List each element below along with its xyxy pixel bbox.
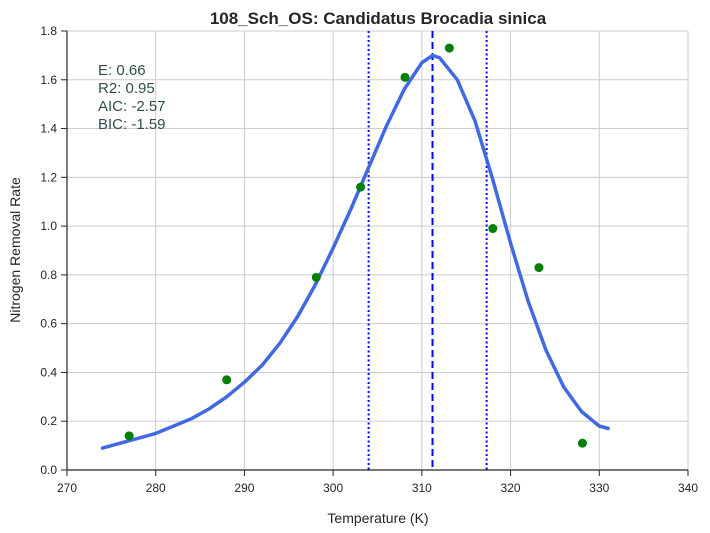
y-tick-labels: 0.0 0.2 0.4 0.6 0.8 1.0 1.2 1.4 1.6 1.8 bbox=[40, 24, 57, 477]
stat-aic: AIC: -2.57 bbox=[98, 98, 166, 115]
y-tick-label-2: 0.4 bbox=[40, 365, 57, 379]
x-tick-label-7: 340 bbox=[678, 481, 698, 495]
fit-curve bbox=[100, 53, 610, 450]
y-tick-label-7: 1.4 bbox=[40, 122, 57, 136]
data-point-7 bbox=[534, 263, 544, 273]
y-tick-label-6: 1.2 bbox=[40, 170, 57, 184]
x-axis-label: Temperature (K) bbox=[327, 510, 428, 526]
data-point-0 bbox=[124, 431, 134, 441]
data-point-5 bbox=[444, 43, 454, 53]
data-point-3 bbox=[356, 182, 366, 192]
stat-e: E: 0.66 bbox=[98, 62, 146, 79]
y-tick-label-1: 0.2 bbox=[40, 414, 57, 428]
data-points bbox=[124, 43, 587, 448]
chart-title: 108_Sch_OS: Candidatus Brocadia sinica bbox=[210, 9, 547, 28]
y-tick-label-4: 0.8 bbox=[40, 268, 57, 282]
y-tick-label-3: 0.6 bbox=[40, 317, 57, 331]
y-tick-label-0: 0.0 bbox=[40, 463, 57, 477]
y-tick-label-8: 1.6 bbox=[40, 73, 57, 87]
x-tick-labels: 270 280 290 300 310 320 330 340 bbox=[57, 481, 698, 495]
y-tick-label-9: 1.8 bbox=[40, 24, 57, 38]
axes bbox=[61, 30, 689, 476]
x-tick-label-0: 270 bbox=[57, 481, 77, 495]
x-tick-label-6: 330 bbox=[589, 481, 609, 495]
y-axis-label: Nitrogen Removal Rate bbox=[7, 177, 23, 323]
data-point-2 bbox=[311, 272, 321, 282]
data-point-4 bbox=[400, 72, 410, 82]
vertical-reference-lines bbox=[367, 31, 488, 470]
x-tick-label-5: 320 bbox=[501, 481, 521, 495]
grid bbox=[66, 30, 689, 471]
data-point-1 bbox=[222, 375, 232, 385]
x-tick-label-2: 290 bbox=[234, 481, 254, 495]
stat-r2: R2: 0.95 bbox=[98, 80, 155, 97]
y-tick-label-5: 1.0 bbox=[40, 219, 57, 233]
data-point-8 bbox=[577, 438, 587, 448]
x-tick-label-4: 310 bbox=[412, 481, 432, 495]
fit-statistics: E: 0.66 R2: 0.95 AIC: -2.57 BIC: -1.59 bbox=[98, 62, 166, 133]
stat-bic: BIC: -1.59 bbox=[98, 116, 166, 133]
x-tick-label-3: 300 bbox=[323, 481, 343, 495]
x-tick-label-1: 280 bbox=[146, 481, 166, 495]
data-point-6 bbox=[488, 224, 498, 234]
